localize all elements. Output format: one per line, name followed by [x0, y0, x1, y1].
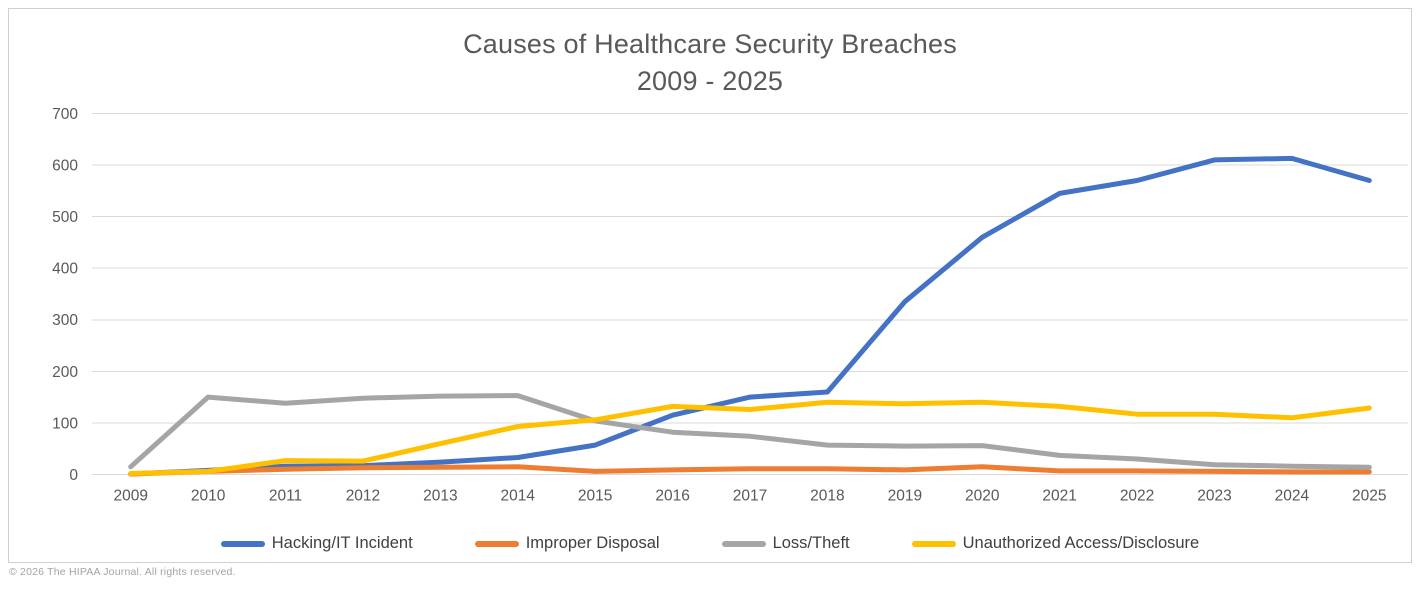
x-axis-tick-label: 2011 [269, 488, 302, 505]
y-axis-tick-label: 200 [52, 364, 78, 381]
legend-swatch-icon [911, 540, 956, 547]
series-line-hacking-it-incident [128, 155, 1372, 477]
series-line-improper-disposal [128, 464, 1372, 477]
x-axis-tick-label: 2015 [578, 488, 612, 505]
legend-label: Hacking/IT Incident [271, 534, 413, 552]
legend-label: Unauthorized Access/Disclosure [962, 534, 1200, 552]
x-axis-tick-label: 2021 [1042, 488, 1076, 505]
legend-item-loss-theft: Loss/Theft [721, 534, 850, 553]
y-axis-tick-label: 700 [52, 106, 78, 123]
y-axis-tick-label: 600 [52, 157, 78, 174]
copyright-text: © 2026 The HIPAA Journal. All rights res… [9, 566, 236, 578]
legend-label: Improper Disposal [525, 534, 660, 552]
series-line-unauthorized-access-disclosure [128, 399, 1372, 476]
chart-subtitle: 2009 - 2025 [636, 66, 784, 96]
y-axis-tick-label: 100 [52, 415, 78, 432]
x-axis-tick-label: 2016 [655, 488, 689, 505]
legend-swatch-icon [220, 540, 265, 547]
legend-label: Loss/Theft [772, 534, 850, 552]
x-axis-tick-label: 2024 [1275, 488, 1310, 505]
x-axis-tick-label: 2014 [501, 488, 536, 505]
x-axis-tick-label: 2023 [1197, 488, 1231, 505]
x-axis-tick-label: 2010 [191, 488, 226, 505]
y-axis-tick-label: 500 [52, 209, 78, 226]
x-axis-tick-label: 2009 [113, 488, 147, 505]
legend-item-hacking-it-incident: Hacking/IT Incident [220, 534, 413, 553]
legend-item-unauthorized-access-disclosure: Unauthorized Access/Disclosure [911, 534, 1200, 553]
x-axis-tick-label: 2012 [346, 488, 380, 505]
y-axis-tick-label: 0 [69, 467, 78, 484]
series-line-loss-theft [128, 393, 1372, 470]
x-axis-tick-label: 2013 [423, 488, 457, 505]
chart-title: Causes of Healthcare Security Breaches [463, 29, 957, 59]
x-axis-tick-label: 2017 [733, 488, 767, 505]
y-axis-tick-label: 300 [52, 312, 78, 329]
x-axis-tick-label: 2022 [1120, 488, 1154, 505]
y-axis-tick-label: 400 [52, 261, 78, 278]
legend-item-improper-disposal: Improper Disposal [474, 534, 660, 553]
legend-swatch-icon [721, 540, 766, 547]
plot-area: 0 100 200 300 400 500 600 700 2009 2010 2011 2012 20… [52, 106, 1408, 505]
x-axis-tick-label: 2018 [810, 488, 844, 505]
legend-swatch-icon [474, 540, 519, 547]
x-axis-tick-label: 2019 [888, 488, 922, 505]
x-axis-tick-label: 2025 [1352, 488, 1386, 505]
legend: Hacking/IT Incident Improper Disposal Loss… [0, 534, 1420, 553]
chart-title-block: Causes of Healthcare Security Breaches 2… [0, 26, 1420, 100]
x-axis-tick-label: 2020 [965, 488, 1000, 505]
